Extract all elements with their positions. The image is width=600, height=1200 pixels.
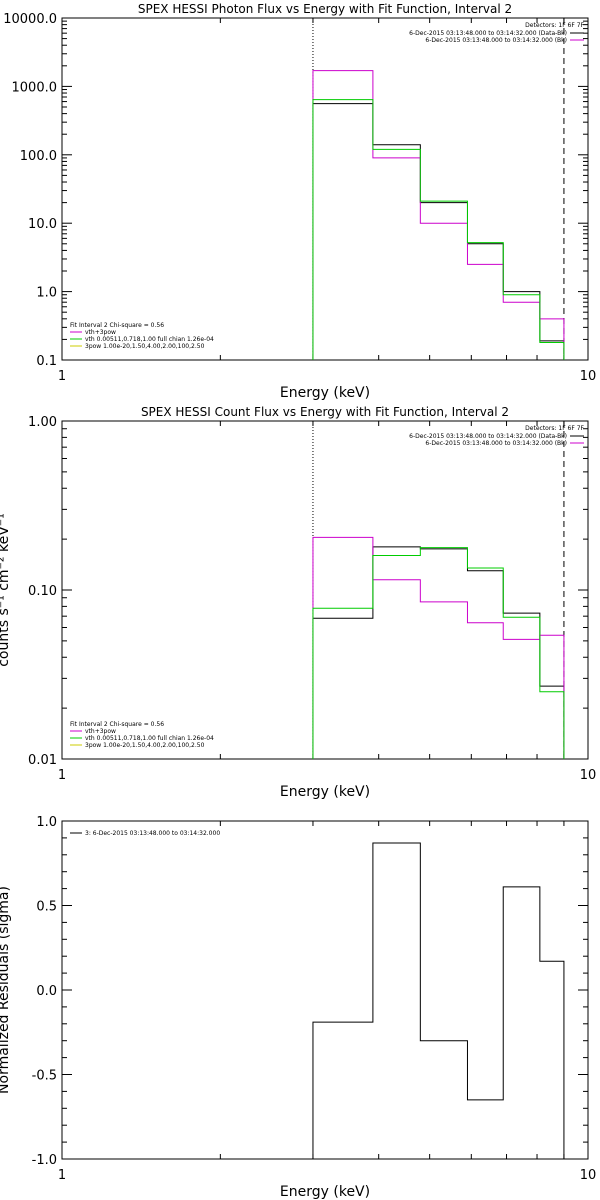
y-tick-label: 10.0	[28, 217, 57, 232]
x-ticks	[61, 18, 589, 360]
plot-frame	[61, 420, 589, 760]
y-ticks	[62, 20, 588, 361]
y-tick-label: 1000.0	[12, 80, 58, 95]
y-tick-label: 10000.0	[3, 12, 57, 27]
series-line-3	[312, 99, 565, 360]
x-tick-label: 1	[58, 369, 66, 384]
y-axis-label: Normalized Residuals (sigma)	[0, 886, 12, 1094]
legend-entry: 3pow 1.00e-20,1.50,4.00,2.00,100,2.50	[85, 343, 205, 350]
legend-right: Detectors: 1F 6F 7F6-Dec-2015 03:13:48.0…	[409, 22, 584, 44]
y-tick-label: 1.0	[36, 815, 57, 830]
series-line-2	[312, 536, 565, 759]
legend-right: Detectors: 1F 6F 7F6-Dec-2015 03:13:48.0…	[409, 425, 584, 447]
plot-frame	[61, 820, 589, 1160]
x-ticks	[61, 421, 589, 759]
y-axis-label: counts s⁻¹ cm⁻² keV⁻¹	[0, 513, 12, 667]
legend-entry: vth 0.00511,0.718,1.00 full chian 1.26e-…	[85, 336, 214, 343]
legend-entry: vth 0.00511,0.718,1.00 full chian 1.26e-…	[85, 735, 214, 742]
fit-summary-label: Fit Interval 2 Chi-square = 0.56	[70, 322, 164, 329]
series-line-2	[312, 70, 565, 360]
plot-frame	[61, 17, 589, 361]
x-ticks	[61, 821, 589, 1159]
fit-summary-label: Fit Interval 2 Chi-square = 0.56	[70, 721, 164, 728]
x-tick-label: 1	[58, 1168, 66, 1183]
legend-entry: 3: 6-Dec-2015 03:13:48.000 to 03:14:32.0…	[85, 830, 220, 837]
x-tick-label: 10	[580, 1168, 597, 1183]
legend-entry: 6-Dec-2015 03:13:48.000 to 03:14:32.000 …	[409, 433, 567, 440]
y-tick-label: 0.1	[36, 354, 57, 369]
x-tick-label: 10	[580, 369, 597, 384]
chart-panel-3: 1 10 Energy (keV) -1.0 -0.5 0.0 0.5 1.0 Normaliz…	[0, 815, 596, 1200]
x-axis-label: Energy (keV)	[280, 385, 370, 401]
x-tick-label: 10	[580, 768, 597, 783]
y-tick-label: 100.0	[20, 149, 57, 164]
y-tick-label: 1.0	[36, 286, 57, 301]
y-tick-label: 0.5	[36, 900, 57, 915]
x-axis-label: Energy (keV)	[280, 784, 370, 800]
series-line-1	[312, 103, 565, 360]
legend-entry: vth+3pow	[85, 329, 116, 336]
legend-entry: 6-Dec-2015 03:13:48.000 to 03:14:32.000 …	[425, 440, 567, 447]
chart-panel-1: SPEX HESSI Photon Flux vs Energy with Fi…	[3, 2, 596, 401]
y-ticks	[62, 428, 588, 760]
y-tick-label: -1.0	[32, 1153, 57, 1168]
y-ticks	[62, 820, 588, 1160]
y-tick-label: -0.5	[32, 1069, 57, 1084]
y-tick-label: 0.10	[28, 584, 57, 599]
legend-entry: 6-Dec-2015 03:13:48.000 to 03:14:32.000 …	[425, 37, 567, 44]
series-line-1	[312, 546, 565, 759]
legend-left: 3: 6-Dec-2015 03:13:48.000 to 03:14:32.0…	[70, 830, 220, 837]
legend-left: Fit Interval 2 Chi-square = 0.56vth+3pow…	[70, 322, 214, 350]
series-line-3	[312, 547, 565, 759]
chart-panel-2: SPEX HESSI Count Flux vs Energy with Fit…	[0, 405, 596, 800]
chart-title: SPEX HESSI Photon Flux vs Energy with Fi…	[138, 2, 512, 16]
series-line-1	[312, 842, 565, 1159]
y-tick-label: 0.0	[36, 984, 57, 999]
legend-entry: 6-Dec-2015 03:13:48.000 to 03:14:32.000 …	[409, 30, 567, 37]
y-tick-label: 1.00	[28, 415, 57, 430]
x-axis-label: Energy (keV)	[280, 1184, 370, 1200]
y-tick-label: 0.01	[28, 753, 57, 768]
legend-entry: 3pow 1.00e-20,1.50,4.00,2.00,100,2.50	[85, 742, 205, 749]
legend-entry: vth+3pow	[85, 728, 116, 735]
legend-left: Fit Interval 2 Chi-square = 0.56vth+3pow…	[70, 721, 214, 749]
chart-title: SPEX HESSI Count Flux vs Energy with Fit…	[141, 405, 509, 419]
detectors-label: Detectors: 1F 6F 7F	[525, 425, 584, 432]
x-tick-label: 1	[58, 768, 66, 783]
detectors-label: Detectors: 1F 6F 7F	[525, 22, 584, 29]
